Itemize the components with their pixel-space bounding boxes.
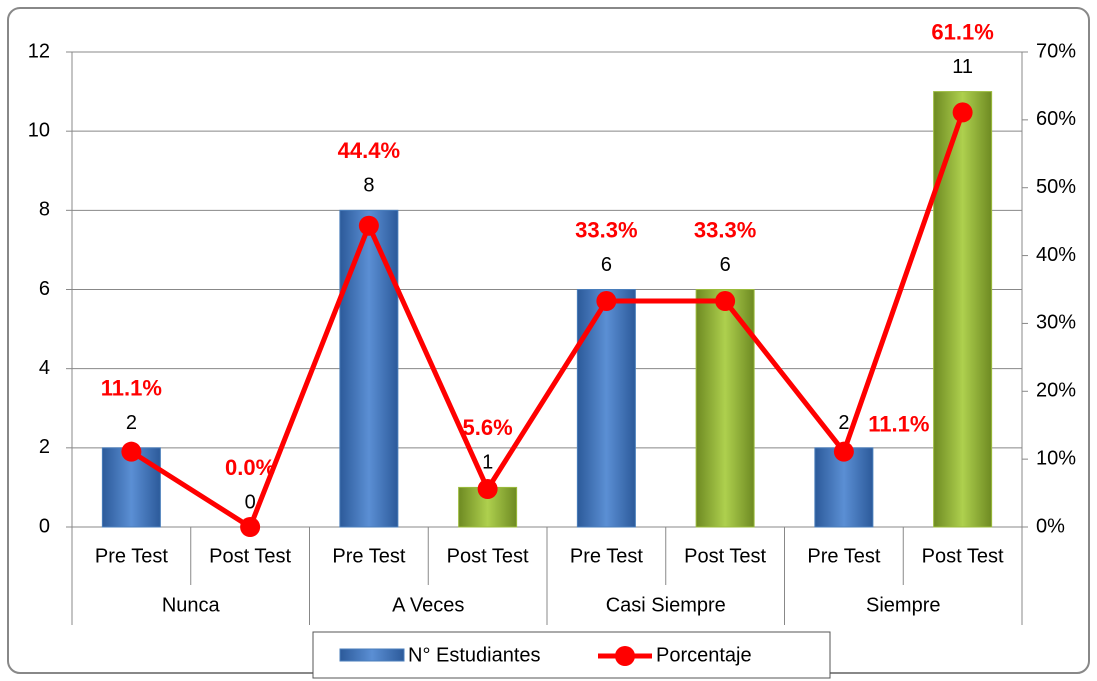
line-marker	[715, 291, 736, 312]
line-value-label: 11.1%	[868, 411, 929, 436]
legend-marker	[615, 646, 635, 666]
chart-border	[7, 7, 1090, 674]
group-label: Casi Siempre	[606, 594, 726, 616]
y-tick-label: 8	[39, 199, 50, 221]
y2-tick-label: 10%	[1036, 447, 1076, 469]
y2-tick-label: 0%	[1036, 515, 1065, 537]
line-marker	[596, 291, 617, 312]
line-value-label: 33.3%	[694, 217, 756, 242]
bar-value-label: 2	[126, 412, 137, 434]
legend-swatch	[339, 648, 405, 662]
x-tick-label: Post Test	[209, 545, 291, 567]
x-tick-label: Post Test	[684, 545, 766, 567]
x-tick-label: Pre Test	[570, 545, 643, 567]
group-label: Nunca	[162, 594, 221, 616]
y-tick-label: 4	[39, 357, 50, 379]
bar-value-label: 0	[245, 491, 256, 513]
line-marker	[121, 441, 142, 462]
line-value-label: 61.1%	[931, 19, 993, 44]
bar-value-label: 8	[363, 175, 374, 197]
line	[130, 111, 965, 530]
group-label: Siempre	[866, 594, 940, 616]
bar	[576, 289, 636, 528]
y2-tick-label: 70%	[1036, 40, 1076, 62]
line-marker	[240, 517, 261, 537]
y2-tick-label: 40%	[1036, 244, 1076, 266]
legend-label: Porcentaje	[656, 644, 752, 666]
line-marker	[477, 479, 498, 499]
bar	[458, 486, 518, 528]
line-marker	[833, 441, 854, 462]
y-tick-label: 12	[28, 40, 50, 62]
bar	[933, 91, 993, 528]
x-tick-label: Pre Test	[807, 545, 880, 567]
legend-label: N° Estudiantes	[408, 644, 541, 666]
line-value-label: 11.1%	[101, 376, 162, 401]
x-tick-label: Post Test	[447, 545, 529, 567]
line-value-label: 44.4%	[338, 138, 400, 163]
x-tick-label: Pre Test	[332, 545, 405, 567]
bar-value-label: 6	[720, 254, 731, 276]
y-tick-label: 2	[39, 436, 50, 458]
line-value-label: 33.3%	[575, 217, 637, 242]
bar-value-label: 11	[952, 56, 973, 78]
line-value-label: 0.0%	[225, 455, 275, 480]
y2-tick-label: 30%	[1036, 312, 1076, 334]
bar-value-label: 1	[482, 452, 493, 474]
x-tick-label: Pre Test	[95, 545, 168, 567]
x-tick-label: Post Test	[922, 545, 1004, 567]
y2-tick-label: 60%	[1036, 108, 1076, 130]
y-tick-label: 6	[39, 278, 50, 300]
bar-value-label: 6	[601, 254, 612, 276]
line-marker	[952, 102, 973, 123]
y2-tick-label: 20%	[1036, 380, 1076, 402]
group-label: A Veces	[392, 594, 464, 616]
y2-tick-label: 50%	[1036, 176, 1076, 198]
y-tick-label: 10	[28, 119, 50, 141]
line-value-label: 5.6%	[463, 415, 513, 440]
y-tick-label: 0	[39, 515, 50, 537]
bar-value-label: 2	[838, 412, 849, 434]
bar	[339, 209, 399, 528]
line-marker	[358, 215, 379, 236]
